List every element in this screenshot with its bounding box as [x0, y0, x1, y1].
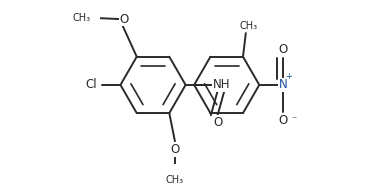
Text: N: N [278, 78, 287, 91]
Text: O: O [170, 143, 179, 156]
Text: CH₃: CH₃ [239, 21, 258, 31]
Text: NH: NH [213, 78, 230, 91]
Text: Cl: Cl [85, 78, 97, 91]
Text: CH₃: CH₃ [166, 176, 184, 184]
Text: O: O [278, 43, 288, 56]
Text: O: O [119, 13, 129, 26]
Text: O: O [213, 116, 222, 129]
Text: O: O [278, 114, 288, 127]
Text: CH₃: CH₃ [72, 13, 90, 23]
Text: +: + [286, 72, 293, 81]
Text: ⁻: ⁻ [291, 115, 296, 125]
